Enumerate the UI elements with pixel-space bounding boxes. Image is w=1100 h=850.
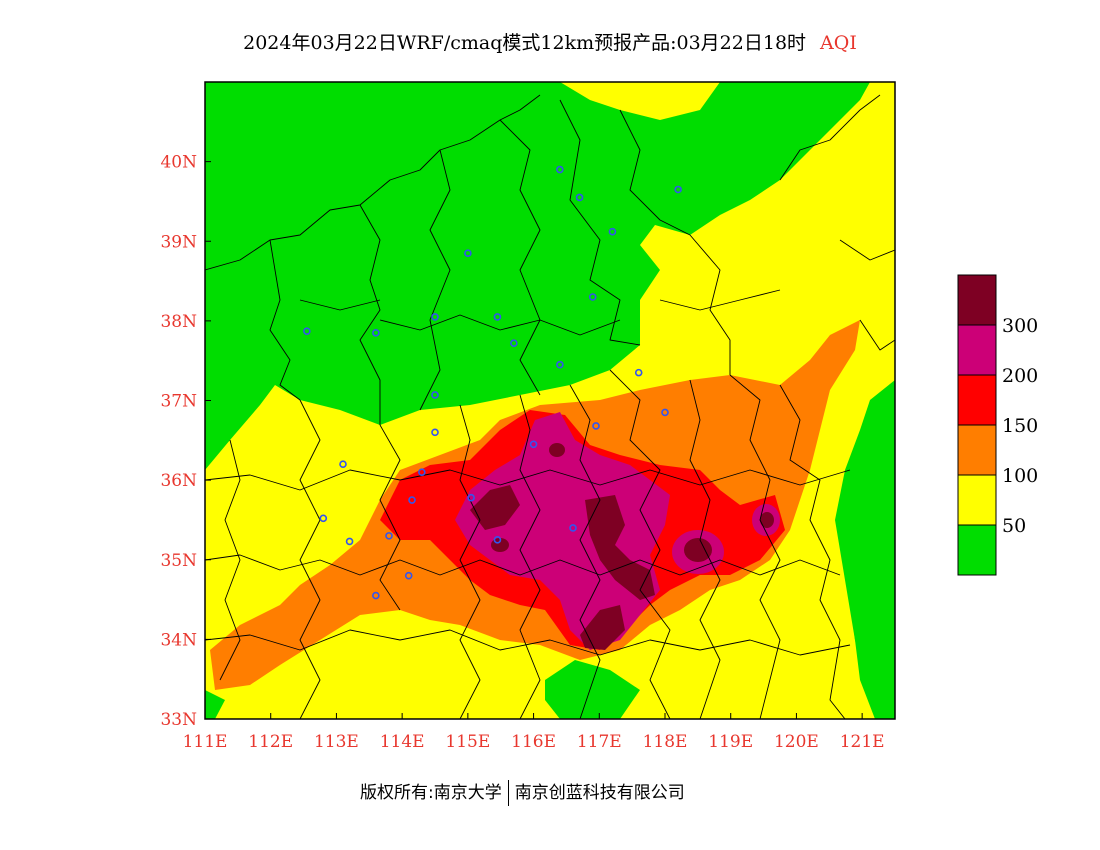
legend-label: 50 [1002,515,1026,537]
city-marker [464,249,472,257]
legend-swatch [957,424,997,476]
city-marker [319,514,328,523]
aqi-zone-hazardous-south [580,605,625,650]
city-marker [345,537,354,546]
lat-tick-label: 34N [160,630,197,650]
lat-tick-label: 37N [160,392,197,412]
city-marker [431,313,439,321]
city-markers [303,165,682,600]
city-marker [339,460,347,469]
city-marker [467,493,475,502]
map-title: 2024年03月22日WRF/cmaq模式12km预报产品:03月22日18时 A… [0,28,1100,55]
map-plot-area [205,82,895,719]
aqi-zone-good-south [545,660,640,719]
legend-swatch [957,324,997,376]
lon-tick-label: 119E [708,732,753,752]
city-marker [385,532,393,540]
city-marker [529,440,538,449]
lon-tick-label: 118E [643,732,688,752]
legend-label: 200 [1002,365,1038,387]
footer-credits: 版权所有:南京大学 南京创蓝科技有限公司 [360,778,685,806]
lon-tick-label: 111E [183,732,228,752]
aqi-zone-good-coast [835,380,895,719]
aqi-zone-good-southwest [205,690,225,719]
city-marker [303,327,311,336]
footer-copyright: 版权所有:南京大学 [360,783,502,803]
city-marker [493,536,502,544]
title-text: 2024年03月22日WRF/cmaq模式12km预报产品:03月22日18时 [243,32,807,54]
city-marker [634,368,643,377]
aqi-zone-moderate-north [560,82,720,120]
axis-layer: 111E 112E 113E 114E 115E 116E 117E 118E 119E 120E… [160,153,884,752]
city-marker [556,360,564,369]
lat-tick-label: 38N [160,312,197,332]
lat-tick-label: 33N [160,710,197,730]
footer-separator [507,780,509,806]
lon-tick-label: 120E [774,732,819,752]
lat-tick-label: 36N [160,471,197,491]
city-marker [408,496,416,504]
aqi-zone-hazardous-east [684,538,712,562]
lon-tick-label: 114E [380,732,425,752]
legend-swatch [957,374,997,426]
legend-swatch [957,474,997,526]
city-marker [510,339,518,347]
city-marker [404,571,413,580]
lon-tick-label: 115E [445,732,490,752]
aqi-zone-hazardous-central [585,495,655,600]
lon-tick-label: 117E [577,732,622,752]
legend-swatch [957,524,997,576]
lon-tick-label: 113E [314,732,359,752]
lat-tick-label: 39N [160,232,197,252]
city-marker [575,193,584,202]
aqi-zone-hazardous-coast [760,512,774,528]
city-marker [372,329,380,337]
lat-tick-label: 35N [160,551,197,571]
city-marker [661,408,669,417]
city-marker [556,165,564,174]
legend-label: 300 [1002,315,1038,337]
aqi-zone-hazardous-north [549,443,565,457]
legend-label: 100 [1002,465,1038,487]
city-marker [569,524,577,532]
title-aqi-label: AQI [820,32,857,54]
aqi-zone-hazardous [470,485,520,530]
lon-tick-label: 116E [511,732,556,752]
lat-tick-label: 40N [160,153,197,173]
city-marker [431,391,439,399]
city-marker [418,468,426,476]
city-marker [674,185,682,194]
admin-boundaries [205,94,895,719]
city-marker [372,591,380,600]
lon-tick-label: 112E [248,732,293,752]
legend-label: 150 [1002,415,1038,437]
city-marker [431,428,439,437]
city-marker [592,422,600,430]
city-marker [588,293,597,301]
lon-tick-label: 121E [840,732,885,752]
legend-swatch [957,274,997,326]
aqi-zone-very-unhealthy [455,412,670,650]
footer-company: 南京创蓝科技有限公司 [514,783,685,803]
city-marker [493,313,502,321]
city-marker [608,227,617,236]
aqi-legend: 50 100 150 200 300 [957,274,1038,576]
